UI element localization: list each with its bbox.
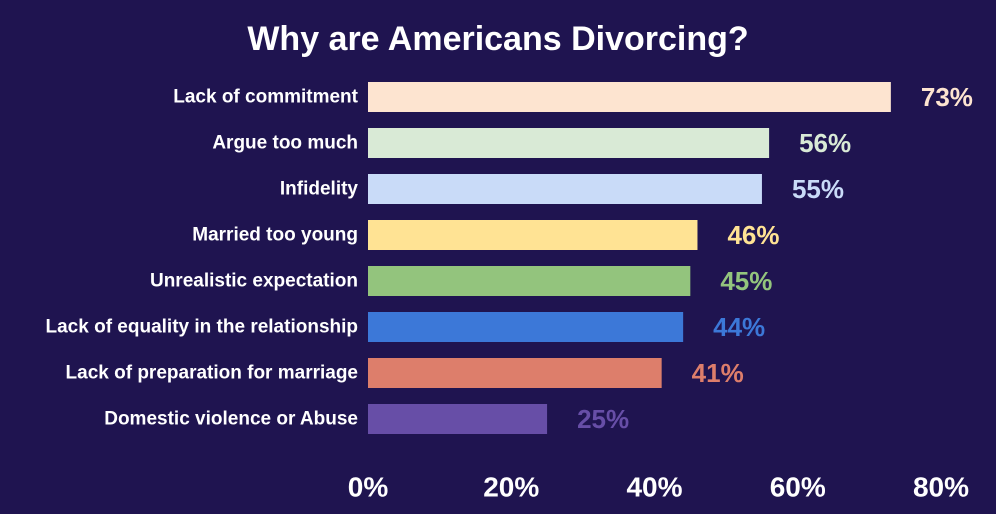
- value-label: 25%: [577, 404, 629, 434]
- value-label: 44%: [713, 312, 765, 342]
- value-label: 46%: [727, 220, 779, 250]
- bar: [368, 128, 770, 158]
- bar: [368, 266, 691, 296]
- value-label: 73%: [921, 82, 973, 112]
- bar: [368, 404, 548, 434]
- value-label: 56%: [799, 128, 851, 158]
- category-label: Married too young: [192, 225, 358, 246]
- category-label: Argue too much: [212, 133, 358, 154]
- bar: [368, 358, 662, 388]
- x-tick-label: 60%: [770, 472, 826, 503]
- bar: [368, 174, 762, 204]
- x-tick-label: 80%: [913, 472, 969, 503]
- value-label: 45%: [720, 266, 772, 296]
- category-label: Lack of preparation for marriage: [66, 363, 358, 384]
- x-tick-label: 0%: [348, 472, 389, 503]
- category-label: Domestic violence or Abuse: [104, 409, 358, 430]
- category-label: Infidelity: [280, 179, 359, 200]
- value-label: 41%: [692, 358, 744, 388]
- value-label: 55%: [792, 174, 844, 204]
- x-tick-label: 40%: [626, 472, 682, 503]
- category-label: Unrealistic expectation: [150, 271, 358, 292]
- bar: [368, 312, 684, 342]
- x-tick-label: 20%: [483, 472, 539, 503]
- bar: [368, 82, 891, 112]
- bar: [368, 220, 698, 250]
- chart-title: Why are Americans Divorcing?: [247, 20, 749, 58]
- category-label: Lack of equality in the relationship: [46, 317, 359, 338]
- category-label: Lack of commitment: [173, 87, 358, 108]
